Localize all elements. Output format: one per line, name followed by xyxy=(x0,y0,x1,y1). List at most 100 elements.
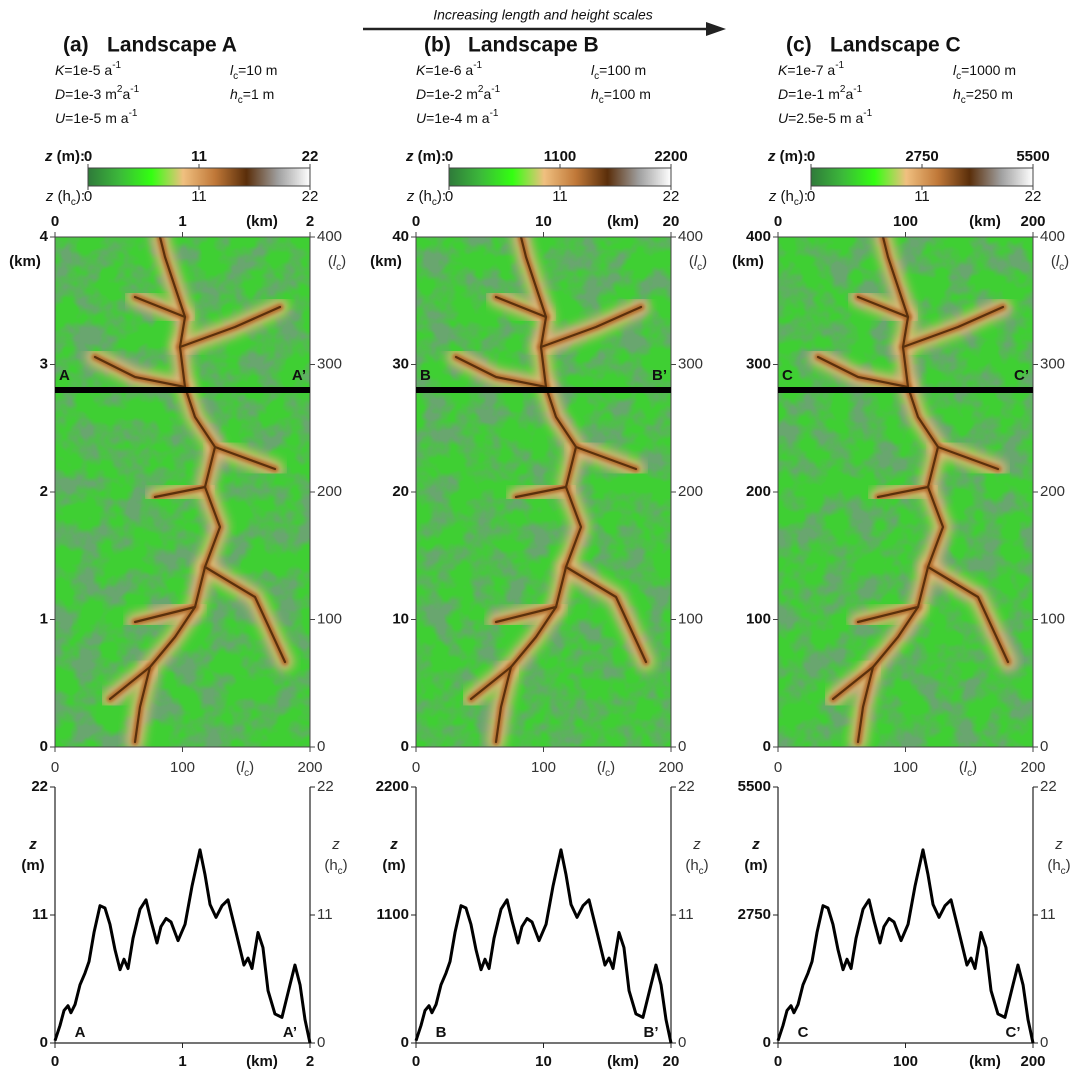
ridge xyxy=(856,605,920,624)
map-y-label: (km) xyxy=(9,253,41,270)
text-part: =1e-7 a xyxy=(787,62,835,78)
parameter: K=1e-6 a-1 xyxy=(416,60,483,78)
parameter: K=1e-5 a-1 xyxy=(55,60,122,78)
y-tick-label: 22 xyxy=(31,778,48,795)
map-y2-tick-label: 100 xyxy=(1040,610,1065,627)
text-part: =1 m xyxy=(243,86,275,102)
colorbar-tick-label-2: 0 xyxy=(807,188,815,205)
colorbar-tick-label-2: 11 xyxy=(191,188,207,205)
map-y2-tick-label: 400 xyxy=(1040,228,1065,245)
map-x2-label: (lc) xyxy=(959,759,977,779)
text-part: =250 m xyxy=(966,86,1013,102)
map-x-label: (km) xyxy=(246,213,278,230)
text-part: a xyxy=(122,86,130,102)
colorbar-label: z (m): xyxy=(767,148,808,165)
ridge xyxy=(539,305,643,349)
colorbar xyxy=(87,167,311,187)
text-part: U xyxy=(416,110,427,126)
text-part: =1000 m xyxy=(961,62,1016,78)
text-part: c xyxy=(605,768,610,779)
map-x2-tick-label: 200 xyxy=(1020,759,1045,776)
text-part: =1e-5 m a xyxy=(65,110,129,126)
map-y-tick-label: 300 xyxy=(746,355,771,372)
text-part: =100 m xyxy=(599,62,646,78)
section-label: C xyxy=(782,367,793,384)
text-part: -1 xyxy=(835,60,844,71)
profile-end-label: B xyxy=(436,1024,447,1041)
text-part: -1 xyxy=(129,108,138,119)
y-tick-label: 2200 xyxy=(376,778,409,795)
text-part: l xyxy=(230,62,234,78)
map-y2-tick-label: 0 xyxy=(678,738,686,755)
text-part: ) xyxy=(610,759,615,776)
text-part: z xyxy=(44,148,53,165)
parameter: U=1e-4 m a-1 xyxy=(416,108,499,126)
y2-label: (hc) xyxy=(685,857,708,877)
text-part: -1 xyxy=(130,84,139,95)
text-part: c xyxy=(961,95,966,106)
map-x2-tick-label: 0 xyxy=(412,759,420,776)
text-part: ) xyxy=(1064,253,1069,270)
map-x2-tick-label: 100 xyxy=(170,759,195,776)
text-part: a xyxy=(483,86,491,102)
text-part: =1e-5 a xyxy=(64,62,112,78)
text-part: (m) xyxy=(744,857,767,874)
map-x-tick-label: 2 xyxy=(306,213,314,230)
x-label: (km) xyxy=(969,1053,1001,1070)
text-part: ( xyxy=(597,759,602,776)
panel-label: (b) xyxy=(424,34,451,57)
profile-end-label: C’ xyxy=(1006,1024,1021,1041)
y2-tick-label: 11 xyxy=(678,906,694,923)
text-part: (h xyxy=(776,188,794,205)
y-label: z xyxy=(389,836,398,853)
ridge xyxy=(574,445,638,471)
map-x-tick-label: 200 xyxy=(1020,213,1045,230)
colorbar-tick-label: 2750 xyxy=(905,148,938,165)
annotation: Increasing length and height scales xyxy=(433,7,652,23)
y-tick-label: 0 xyxy=(763,1034,771,1051)
parameter: lc=1000 m xyxy=(953,62,1016,82)
profile-end-label: B’ xyxy=(644,1024,659,1041)
y-label: (m) xyxy=(21,857,44,874)
profile-line xyxy=(776,848,1035,1044)
ridge xyxy=(936,445,1000,471)
map-y2-tick-label: 300 xyxy=(678,355,703,372)
colorbar-tick-label: 22 xyxy=(302,148,319,165)
text-part: ) xyxy=(341,253,346,270)
colorbar-tick-label-2: 0 xyxy=(84,188,92,205)
colorbar-tick-label-2: 22 xyxy=(663,188,680,205)
map-y2-tick-label: 300 xyxy=(1040,355,1065,372)
map-y2-label: (lc) xyxy=(1051,253,1069,273)
text-part: ( xyxy=(236,759,241,776)
y2-label: z xyxy=(331,836,340,853)
text-part: l xyxy=(333,253,337,270)
text-part: =1e-4 m a xyxy=(426,110,490,126)
text-part: (m): xyxy=(53,148,86,165)
terrain xyxy=(416,237,671,747)
text-part: D xyxy=(55,86,65,102)
colorbar-tick-label: 2200 xyxy=(654,148,687,165)
map-x-tick-label: 20 xyxy=(663,213,680,230)
panel-title: Landscape C xyxy=(830,34,961,57)
y2-tick-label: 0 xyxy=(1040,1034,1048,1051)
text-part: z xyxy=(692,836,701,853)
map-x2-tick-label: 0 xyxy=(51,759,59,776)
ridge xyxy=(469,665,513,701)
colorbar-tick-label-2: 22 xyxy=(302,188,319,205)
parameter: hc=100 m xyxy=(591,86,651,106)
text-part: l xyxy=(602,759,606,776)
y-label: z xyxy=(751,836,760,853)
text-part: ) xyxy=(1066,857,1070,874)
text-part: (m): xyxy=(414,148,447,165)
map-y2-tick-label: 200 xyxy=(1040,483,1065,500)
colorbar-tick-label: 0 xyxy=(807,148,815,165)
text-part: l xyxy=(241,759,245,776)
map-x2-tick-label: 100 xyxy=(893,759,918,776)
text-part: ) xyxy=(702,253,707,270)
text-part: K xyxy=(778,62,788,78)
text-part: -1 xyxy=(491,84,500,95)
y-label: (m) xyxy=(382,857,405,874)
text-part: z xyxy=(1054,836,1063,853)
colorbar xyxy=(448,167,672,187)
